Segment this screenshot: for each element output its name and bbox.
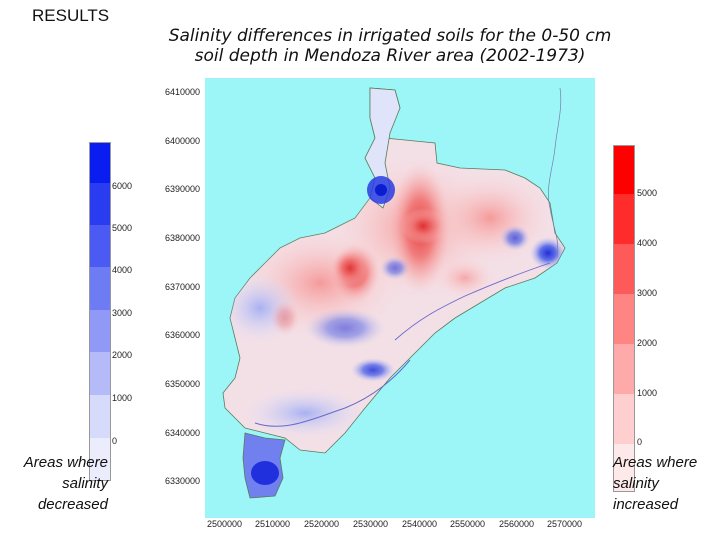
y-tick-label: 6380000 [164,233,200,243]
scale-segment [90,395,110,438]
y-tick-label: 6410000 [164,87,200,97]
increase-caption: Areas where salinity increased [613,452,697,515]
caption-line: Areas where [613,454,698,471]
scale-label: 0 [637,437,643,447]
y-tick-label: 6350000 [164,379,200,389]
scale-label: 3000 [637,288,658,298]
y-tick-label: 6390000 [164,184,200,194]
southern-lobe [242,432,286,499]
scale-segment [614,194,634,244]
scale-segment [90,143,110,183]
scale-segment [614,244,634,294]
scale-segment [614,146,634,194]
scale-segment [90,310,110,352]
x-tick-label: 2510000 [255,519,291,529]
scale-segment [90,183,110,225]
scale-label: 6000 [112,181,133,191]
scale-segment [90,438,110,480]
salinity-map-canvas [222,87,566,499]
scale-label: 4000 [112,265,133,275]
scale-segment [90,267,110,310]
river-trace [548,87,562,259]
scale-label: 5000 [112,223,133,233]
map-title-line-1: Salinity differences in irrigated soils … [168,26,612,46]
y-tick-label: 6400000 [164,136,200,146]
y-tick-label: 6330000 [164,476,200,486]
x-tick-label: 2520000 [304,519,340,529]
scale-segment [614,394,634,444]
scale-label: 4000 [637,238,658,248]
irrigated-region [222,87,566,454]
x-tick-label: 2540000 [402,519,438,529]
scale-label: 2000 [112,350,133,360]
scale-label: 0 [112,436,118,446]
y-tick-label: 6370000 [164,282,200,292]
caption-line: increased [613,496,679,513]
x-tick-label: 2570000 [547,519,583,529]
increase-color-scale [613,145,635,492]
scale-segment [614,444,634,491]
x-tick-label: 2500000 [207,519,243,529]
map-title: Salinity differences in irrigated soils … [140,26,640,66]
scale-label: 5000 [637,188,658,198]
x-tick-label: 2560000 [499,519,535,529]
scale-label: 1000 [637,388,658,398]
y-tick-label: 6340000 [164,428,200,438]
x-tick-label: 2530000 [353,519,389,529]
scale-segment [90,352,110,395]
caption-line: salinity [62,475,108,492]
y-tick-label: 6360000 [164,330,200,340]
scale-segment [614,294,634,344]
caption-line: salinity [613,475,659,492]
scale-segment [614,344,634,394]
scale-label: 2000 [637,338,658,348]
x-tick-label: 2550000 [450,519,486,529]
map-title-line-2: soil depth in Mendoza River area (2002-1… [194,46,586,66]
decrease-color-scale [89,142,111,481]
salinity-map [205,78,595,518]
decrease-caption: Areas where salinity decreased [24,452,108,515]
north-lobe [364,87,401,209]
caption-line: Areas where [23,454,108,471]
scale-label: 3000 [112,308,133,318]
scale-label: 1000 [112,393,133,403]
caption-line: decreased [37,496,108,513]
section-label: RESULTS [32,6,110,25]
scale-segment [90,225,110,267]
